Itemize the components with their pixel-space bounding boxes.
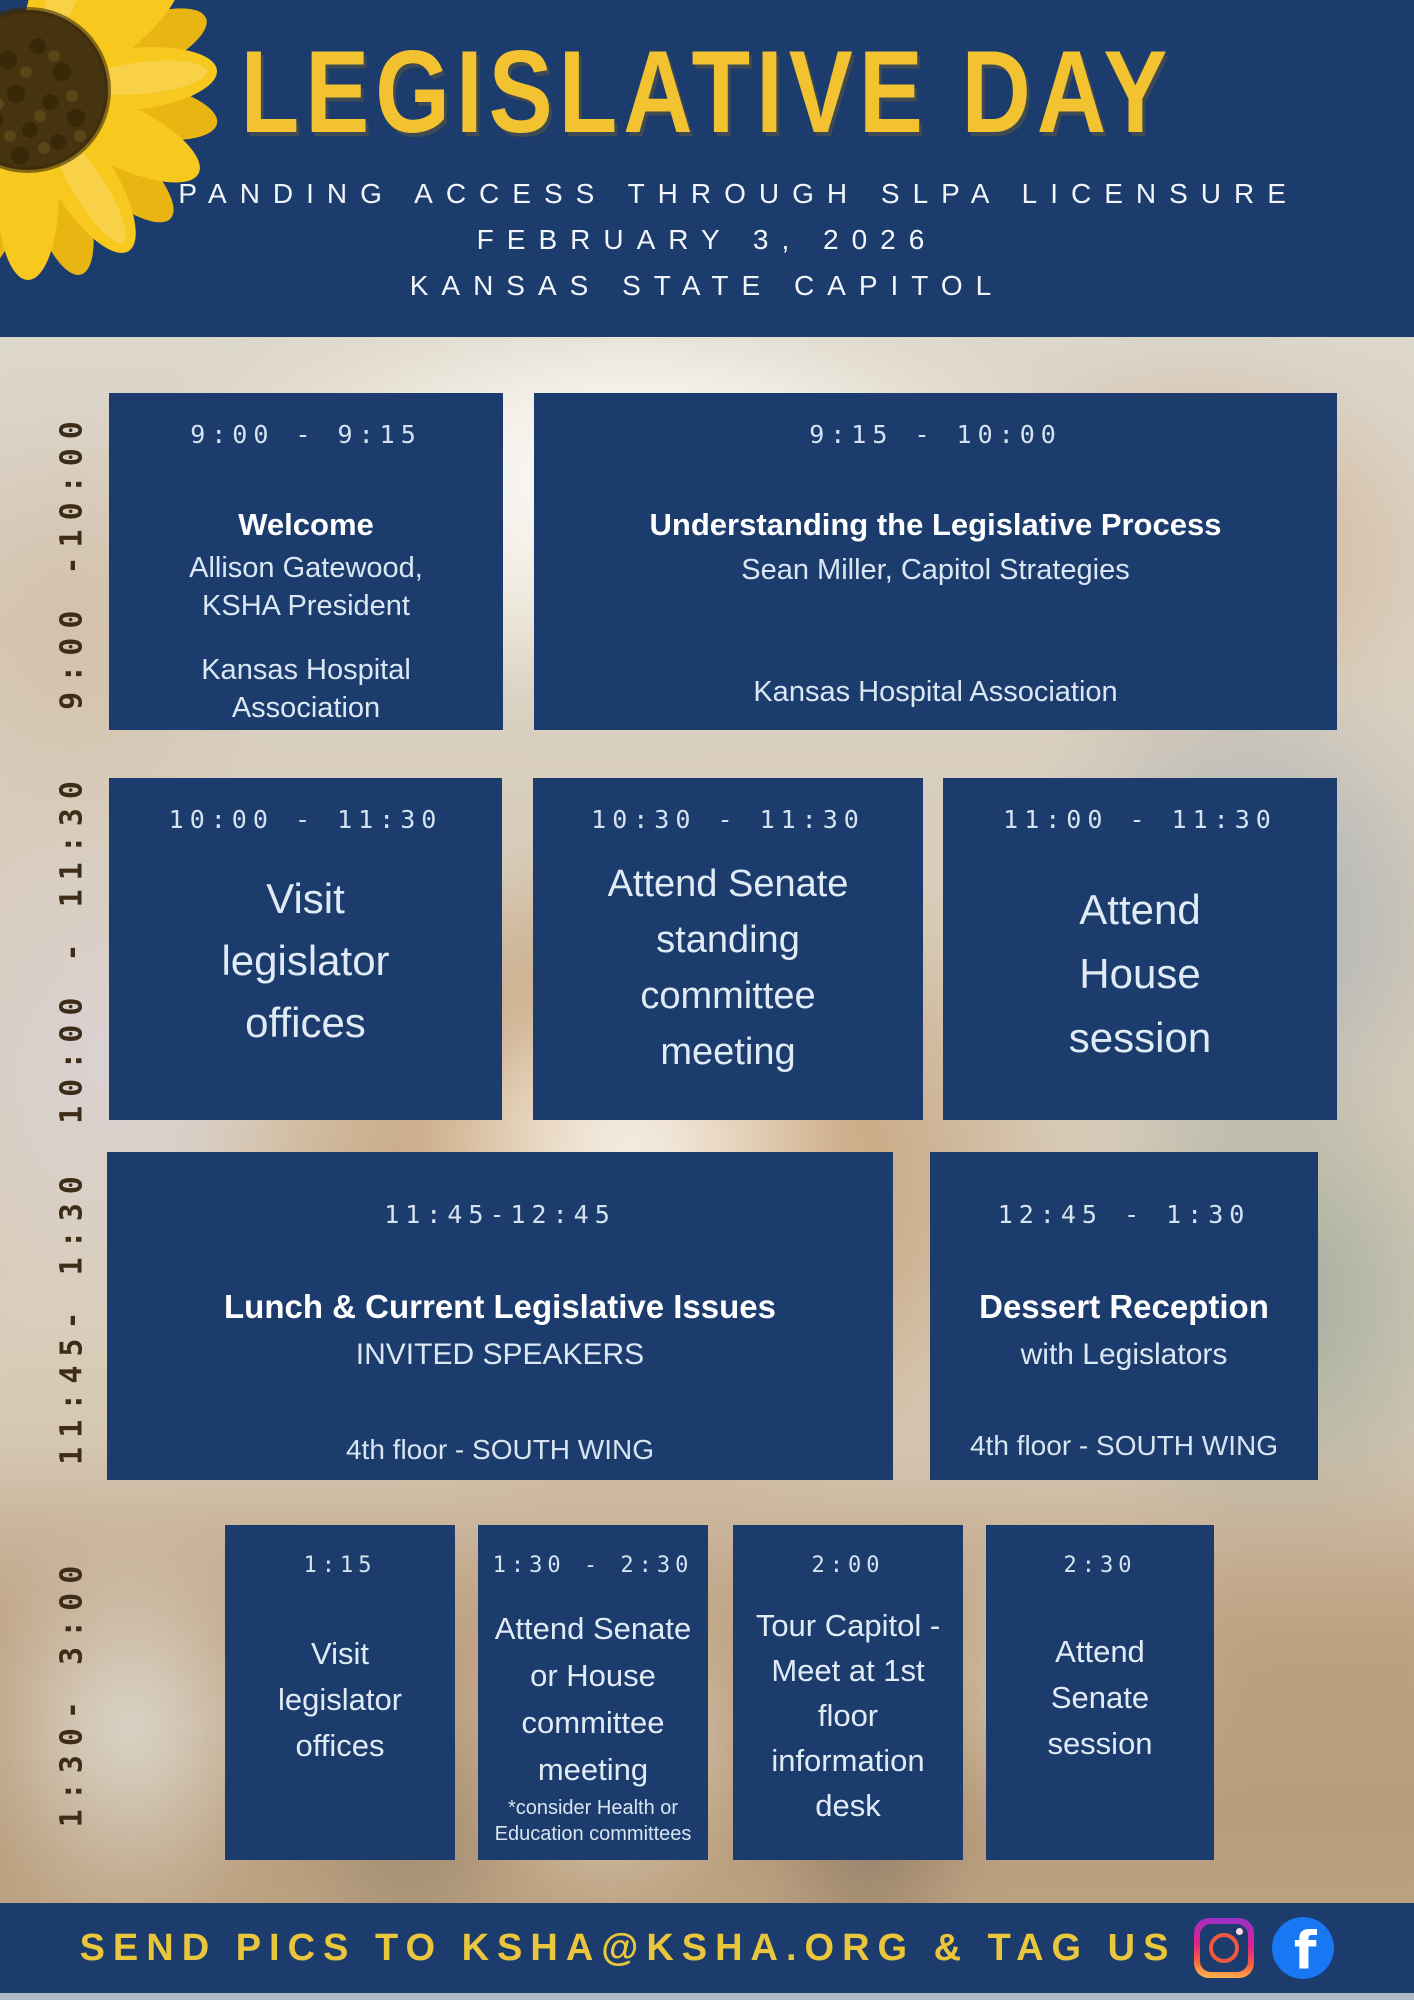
card-title: Lunch & Current Legislative Issues [224,1288,776,1325]
card-title: Understanding the Legislative Process [649,507,1222,542]
bottom-edge-strip [0,1993,1414,2000]
sunflower-icon [0,0,218,280]
schedule-card-legislative-process: 9:15 - 10:00 Understanding the Legislati… [534,393,1337,730]
rail-label-morning: 9:00 -10:00 [54,412,90,710]
header-subtitle-date: FEBRUARY 3, 2026 [476,224,938,255]
card-speaker-role: KSHA President [202,590,410,622]
card-body: Visit legislator offices [277,1636,403,1763]
schedule-card-welcome: 9:00 - 9:15 Welcome Allison Gatewood, KS… [109,393,503,730]
header-banner: LEGISLATIVE DAY EXPANDING ACCESS THROUGH… [0,0,1414,337]
card-time: 11:45-12:45 [384,1200,616,1229]
rail-label-midmorning: 10:00 - 11:30 [54,772,90,1124]
schedule-card-visit-offices-am: 10:00 - 11:30 Visit legislator offices [109,778,502,1120]
header-subtitle-theme: EXPANDING ACCESS THROUGH SLPA LICENSURE [115,178,1299,209]
card-time: 10:30 - 11:30 [591,805,865,834]
card-time: 12:45 - 1:30 [997,1200,1251,1229]
rail-label-lunch: 11:45- 1:30 [54,1167,90,1465]
card-time: 2:30 [1063,1553,1137,1578]
instagram-icon [1194,1918,1255,1978]
card-subtitle: with Legislators [1020,1338,1228,1371]
card-body: Attend Senate session [1047,1634,1153,1761]
card-note: *consider Health or Education committees [494,1797,692,1845]
schedule-card-tour-capitol: 2:00 Tour Capitol - Meet at 1st floor in… [733,1525,963,1860]
footer-message: SEND PICS TO KSHA@KSHA.ORG & TAG US [79,1926,1177,1969]
card-title: Dessert Reception [979,1288,1269,1325]
card-body: Attend Senate or House committee meeting [494,1611,692,1787]
rail-label-afternoon: 1:30- 3:00 [54,1556,90,1828]
card-time: 9:00 - 9:15 [190,420,422,449]
card-location: 4th floor - SOUTH WING [345,1434,655,1465]
card-time: 9:15 - 10:00 [809,420,1062,449]
card-body: Attend House session [1068,886,1212,1061]
card-body: Attend Senate standing committee meeting [607,863,849,1073]
schedule-card-visit-offices-pm: 1:15 Visit legislator offices [225,1525,455,1860]
card-location: 4th floor - SOUTH WING [969,1430,1279,1461]
card-subtitle: INVITED SPEAKERS [355,1338,645,1371]
card-time: 2:00 [811,1553,885,1578]
card-time: 1:15 [303,1553,377,1578]
card-title: Welcome [238,507,374,542]
card-time: 11:00 - 11:30 [1003,805,1277,834]
schedule-card-senate-committee: 10:30 - 11:30 Attend Senate standing com… [533,778,923,1120]
card-speaker: Allison Gatewood, [189,552,423,584]
schedule-card-committee-meeting-pm: 1:30 - 2:30 Attend Senate or House commi… [478,1525,708,1860]
facebook-icon: f [1272,1917,1335,1979]
footer-banner: SEND PICS TO KSHA@KSHA.ORG & TAG US f [0,1903,1414,1993]
card-time: 10:00 - 11:30 [168,805,443,834]
card-body: Visit legislator offices [221,875,390,1046]
card-organization: Association [231,692,381,724]
card-time: 1:30 - 2:30 [492,1553,694,1578]
schedule-card-lunch: 11:45-12:45 Lunch & Current Legislative … [107,1152,893,1480]
schedule-card-dessert-reception: 12:45 - 1:30 Dessert Reception with Legi… [930,1152,1318,1480]
card-organization: Kansas Hospital [201,654,411,686]
schedule-card-house-session: 11:00 - 11:30 Attend House session [943,778,1337,1120]
page-title: LEGISLATIVE DAY [240,27,1174,158]
header-subtitle-venue: KANSAS STATE CAPITOL [409,270,1005,301]
schedule-card-senate-session: 2:30 Attend Senate session [986,1525,1214,1860]
card-organization: Kansas Hospital Association [753,676,1118,708]
card-body: Tour Capitol - Meet at 1st floor informa… [755,1608,941,1823]
card-speaker: Sean Miller, Capitol Strategies [741,554,1130,586]
